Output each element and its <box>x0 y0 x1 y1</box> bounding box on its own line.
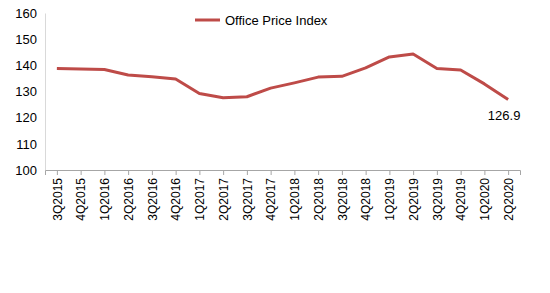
x-tick-mark <box>81 170 82 175</box>
x-tick-label: 1Q2019 <box>383 178 397 221</box>
legend-label: Office Price Index <box>225 13 328 28</box>
chart: 100 110 120 130 140 150 160 3Q2015 4Q2015 1Q2016 2… <box>0 0 550 293</box>
x-tick-label: 2Q2019 <box>407 178 421 221</box>
x-tick: 4Q2019 <box>454 170 468 221</box>
x-tick-mark <box>318 170 319 175</box>
x-tick-mark <box>223 170 224 175</box>
x-tick-label: 2Q2017 <box>217 178 231 221</box>
annotation: 126.9 <box>488 108 521 123</box>
y-axis: 100 110 120 130 140 150 160 <box>15 6 45 178</box>
y-tick-label: 160 <box>15 6 37 21</box>
x-tick-mark <box>366 170 367 175</box>
x-tick-mark <box>176 170 177 175</box>
x-tick-label: 2Q2016 <box>122 178 136 221</box>
x-tick-label: 3Q2016 <box>146 178 160 221</box>
x-tick-mark <box>508 170 509 175</box>
y-tick-label: 130 <box>15 84 37 99</box>
x-tick-label: 4Q2019 <box>454 178 468 221</box>
x-tick-label: 3Q2017 <box>241 178 255 221</box>
x-tick: 4Q2015 <box>74 170 88 221</box>
x-tick-label: 4Q2017 <box>264 178 278 221</box>
x-tick-label: 4Q2016 <box>169 178 183 221</box>
x-tick: 1Q2016 <box>98 170 112 221</box>
y-axis-line <box>45 14 46 171</box>
x-tick: 3Q2018 <box>336 170 350 221</box>
x-tick-mark <box>271 170 272 175</box>
x-tick-mark <box>484 170 485 175</box>
y-tick: 160 <box>15 6 45 21</box>
x-tick-mark <box>294 170 295 175</box>
x-tick-mark <box>342 170 343 175</box>
x-tick-label: 2Q2018 <box>312 178 326 221</box>
x-tick-label: 4Q2015 <box>74 178 88 221</box>
y-tick-label: 120 <box>15 110 37 125</box>
y-tick: 130 <box>15 84 45 99</box>
y-tick: 110 <box>16 136 45 151</box>
x-axis-line <box>46 171 521 176</box>
x-tick: 3Q2015 <box>51 170 65 221</box>
x-tick: 2Q2017 <box>217 170 231 221</box>
x-tick: 3Q2016 <box>146 170 160 221</box>
x-tick-label: 1Q2017 <box>193 178 207 221</box>
x-tick-label: 2Q2020 <box>502 178 516 221</box>
x-tick-mark <box>152 170 153 175</box>
x-tick-mark <box>247 170 248 175</box>
x-tick-label: 3Q2019 <box>431 178 445 221</box>
x-tick: 3Q2017 <box>241 170 255 221</box>
x-tick: 1Q2019 <box>383 170 397 221</box>
x-tick: 1Q2017 <box>193 170 207 221</box>
y-tick-label: 110 <box>16 136 37 151</box>
legend-swatch <box>195 19 220 22</box>
x-tick: 2Q2016 <box>122 170 136 221</box>
x-tick-mark <box>389 170 390 175</box>
x-tick: 1Q2018 <box>288 170 302 221</box>
x-tick: 4Q2018 <box>359 170 373 221</box>
x-tick: 2Q2020 <box>502 170 516 221</box>
x-tick-label: 3Q2015 <box>51 178 65 221</box>
x-tick-mark <box>413 170 414 175</box>
x-tick: 4Q2017 <box>264 170 278 221</box>
x-tick: 2Q2019 <box>407 170 421 221</box>
y-tick: 150 <box>15 32 45 47</box>
x-tick-mark <box>437 170 438 175</box>
y-tick-label: 140 <box>15 58 37 73</box>
y-tick: 140 <box>15 58 45 73</box>
y-tick: 120 <box>15 110 45 125</box>
x-tick-label: 1Q2018 <box>288 178 302 221</box>
series-line <box>57 54 508 100</box>
y-tick: 100 <box>15 163 45 178</box>
plot: 100 110 120 130 140 150 160 3Q2015 4Q2015 1Q2016 2… <box>15 6 520 221</box>
x-tick-mark <box>461 170 462 175</box>
x-axis: 3Q2015 4Q2015 1Q2016 2Q2016 3Q2016 4Q2016 1Q20… <box>46 170 521 221</box>
y-tick-label: 150 <box>15 32 37 47</box>
x-tick-label: 4Q2018 <box>359 178 373 221</box>
x-tick: 1Q2020 <box>478 170 492 221</box>
series-group <box>57 54 508 100</box>
legend: Office Price Index <box>195 13 328 28</box>
x-tick: 3Q2019 <box>431 170 445 221</box>
x-tick: 2Q2018 <box>312 170 326 221</box>
x-tick-mark <box>104 170 105 175</box>
y-tick-label: 100 <box>15 163 37 178</box>
x-tick-label: 1Q2020 <box>478 178 492 221</box>
x-tick-label: 1Q2016 <box>98 178 112 221</box>
x-tick: 4Q2016 <box>169 170 183 221</box>
x-tick-mark <box>199 170 200 175</box>
x-tick-label: 3Q2018 <box>336 178 350 221</box>
x-tick-mark <box>128 170 129 175</box>
x-tick-mark <box>57 170 58 175</box>
